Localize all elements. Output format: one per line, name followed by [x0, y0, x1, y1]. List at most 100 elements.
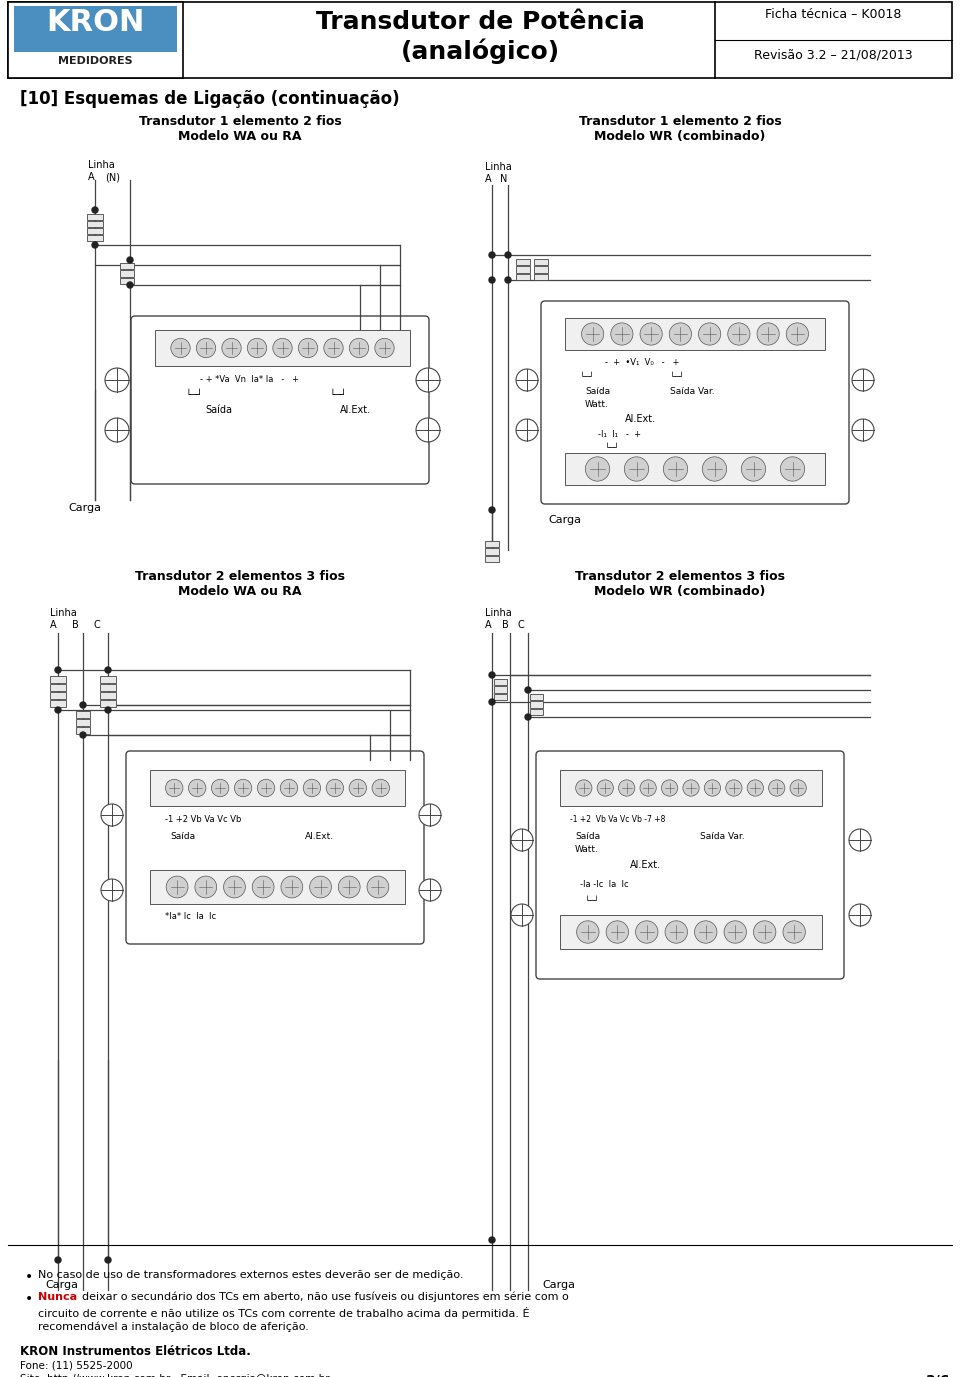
Circle shape — [852, 369, 874, 391]
Circle shape — [728, 322, 750, 346]
Circle shape — [663, 457, 687, 481]
Circle shape — [849, 903, 871, 925]
Circle shape — [747, 779, 763, 796]
Text: Modelo WA ou RA: Modelo WA ou RA — [179, 129, 301, 143]
Circle shape — [324, 339, 343, 358]
Circle shape — [419, 804, 441, 826]
Circle shape — [105, 368, 129, 392]
Text: A: A — [485, 174, 492, 185]
Text: Fone: (11) 5525-2000: Fone: (11) 5525-2000 — [20, 1360, 132, 1371]
Circle shape — [372, 779, 390, 797]
Bar — [8, 1, 952, 78]
Text: Watt.: Watt. — [585, 399, 609, 409]
Bar — [485, 548, 499, 555]
Bar — [76, 719, 90, 726]
Circle shape — [724, 921, 747, 943]
Circle shape — [105, 666, 111, 673]
Text: └─┘: └─┘ — [580, 372, 595, 381]
Text: -  +  •V₁  V₀   -   +: - + •V₁ V₀ - + — [605, 358, 680, 368]
Circle shape — [127, 282, 133, 288]
Bar — [87, 222, 103, 227]
Bar — [14, 6, 177, 52]
Bar — [87, 235, 103, 241]
Bar — [485, 556, 499, 562]
Circle shape — [55, 666, 61, 673]
Text: Linha: Linha — [50, 609, 77, 618]
Text: Al.Ext.: Al.Ext. — [625, 414, 656, 424]
Text: └─┘: └─┘ — [330, 390, 348, 399]
Text: -Ia -Ic  Ia  Ic: -Ia -Ic Ia Ic — [580, 880, 629, 890]
Text: 3/6: 3/6 — [925, 1374, 950, 1377]
Text: Linha: Linha — [88, 160, 115, 169]
Circle shape — [55, 706, 61, 713]
Circle shape — [705, 779, 721, 796]
Text: Revisão 3.2 – 21/08/2013: Revisão 3.2 – 21/08/2013 — [754, 48, 912, 61]
Text: Saída: Saída — [170, 832, 195, 841]
Bar — [534, 274, 548, 280]
Circle shape — [586, 457, 610, 481]
Text: Saída Var.: Saída Var. — [670, 387, 714, 397]
Circle shape — [92, 242, 98, 248]
Circle shape — [786, 322, 808, 346]
Circle shape — [188, 779, 205, 797]
Text: Transdutor 2 elementos 3 fios: Transdutor 2 elementos 3 fios — [135, 570, 345, 582]
Circle shape — [640, 779, 657, 796]
Bar — [494, 694, 507, 700]
Circle shape — [849, 829, 871, 851]
Text: KRON: KRON — [46, 8, 144, 37]
Circle shape — [281, 876, 302, 898]
Text: C: C — [94, 620, 101, 631]
Bar — [530, 709, 543, 715]
Bar — [50, 693, 66, 700]
Text: [10] Esquemas de Ligação (continuação): [10] Esquemas de Ligação (continuação) — [20, 90, 399, 107]
Circle shape — [299, 339, 318, 358]
Circle shape — [234, 779, 252, 797]
Circle shape — [310, 876, 331, 898]
Circle shape — [511, 903, 533, 925]
Bar — [100, 676, 116, 683]
Text: -1 +2 Vb Va Vc Vb: -1 +2 Vb Va Vc Vb — [165, 815, 241, 823]
Text: Carga: Carga — [45, 1281, 78, 1290]
Bar — [100, 700, 116, 706]
Circle shape — [55, 1257, 61, 1263]
Text: B: B — [502, 620, 509, 631]
Circle shape — [222, 339, 241, 358]
Bar — [100, 693, 116, 700]
Circle shape — [326, 779, 344, 797]
Circle shape — [349, 779, 367, 797]
Text: Al.Ext.: Al.Ext. — [340, 405, 372, 414]
Circle shape — [769, 779, 785, 796]
Text: Transdutor 1 elemento 2 fios: Transdutor 1 elemento 2 fios — [138, 116, 342, 128]
Circle shape — [166, 876, 188, 898]
Bar — [50, 700, 66, 706]
Text: A: A — [485, 620, 492, 631]
Bar — [485, 541, 499, 547]
Text: Linha: Linha — [485, 162, 512, 172]
Circle shape — [489, 1237, 495, 1243]
Circle shape — [416, 368, 440, 392]
Bar — [516, 274, 530, 280]
Circle shape — [618, 779, 635, 796]
Text: Modelo WR (combinado): Modelo WR (combinado) — [594, 129, 766, 143]
Bar — [150, 770, 405, 806]
Text: No caso de uso de transformadores externos estes deverão ser de medição.: No caso de uso de transformadores extern… — [38, 1270, 464, 1281]
Circle shape — [516, 369, 538, 391]
Circle shape — [489, 277, 495, 284]
Text: Transdutor de Potência: Transdutor de Potência — [316, 10, 644, 34]
Circle shape — [757, 322, 780, 346]
Circle shape — [511, 829, 533, 851]
Text: Ficha técnica – K0018: Ficha técnica – K0018 — [765, 8, 901, 21]
Text: └─┘: └─┘ — [670, 372, 685, 381]
Bar — [100, 684, 116, 691]
Circle shape — [416, 419, 440, 442]
Circle shape — [105, 706, 111, 713]
Text: Saída: Saída — [585, 387, 611, 397]
Bar — [120, 270, 134, 277]
Text: Modelo WA ou RA: Modelo WA ou RA — [179, 585, 301, 598]
Circle shape — [92, 207, 98, 213]
Circle shape — [252, 876, 274, 898]
Circle shape — [257, 779, 275, 797]
Text: Carga: Carga — [68, 503, 101, 514]
Circle shape — [741, 457, 766, 481]
Text: Al.Ext.: Al.Ext. — [630, 861, 661, 870]
